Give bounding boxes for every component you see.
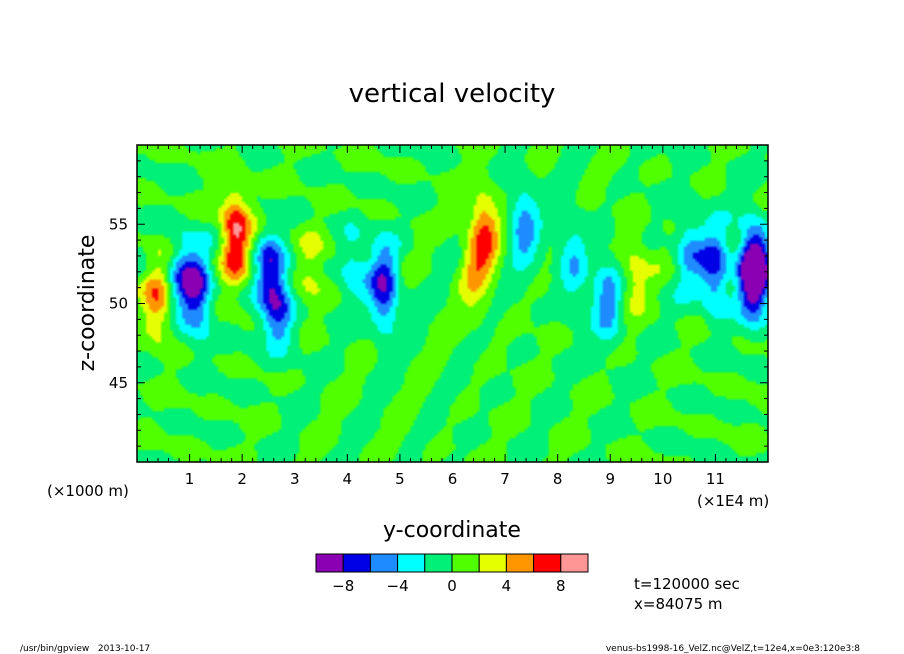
x-tick-label: 1 xyxy=(185,470,195,488)
x-tick-label: 2 xyxy=(237,470,247,488)
colorbar-label: −4 xyxy=(387,577,409,595)
x-tick-label: 4 xyxy=(343,470,353,488)
x-unit-right: (×1E4 m) xyxy=(697,492,769,510)
x-tick-label: 7 xyxy=(500,470,510,488)
colorbar-swatch xyxy=(369,553,399,573)
y-tick-label: 55 xyxy=(109,215,128,233)
colorbar-swatch xyxy=(505,553,535,573)
x-tick-label: 6 xyxy=(448,470,458,488)
colorbar-swatch xyxy=(342,553,371,573)
x-axis-ticks: 1 2 3 4 5 6 7 8 9 10 11 xyxy=(136,145,769,488)
x-axis-label: y-coordinate xyxy=(383,518,521,543)
y-tick-label: 45 xyxy=(109,374,128,392)
x-unit-left: (×1000 m) xyxy=(47,482,129,500)
time-annotation: t=120000 sec xyxy=(634,575,740,593)
x-tick-label: 5 xyxy=(395,470,405,488)
y-axis-label: z-coordinate xyxy=(75,235,100,372)
position-annotation: x=84075 m xyxy=(634,595,723,613)
colorbar-swatch xyxy=(397,553,426,573)
heatmap-field xyxy=(137,145,768,462)
y-tick-label: 50 xyxy=(109,295,128,313)
colorbar-label: 0 xyxy=(447,577,457,595)
x-tick-label: 8 xyxy=(553,470,563,488)
colorbar: −8 −4 0 4 8 xyxy=(315,553,589,595)
x-tick-label: 10 xyxy=(653,470,672,488)
x-tick-label: 3 xyxy=(290,470,300,488)
colorbar-label: −8 xyxy=(332,577,354,595)
colorbar-swatch xyxy=(533,553,562,573)
colorbar-swatch xyxy=(315,553,344,573)
footer-left: /usr/bin/gpview 2013-10-17 xyxy=(20,644,150,654)
x-tick-label: 11 xyxy=(706,470,725,488)
colorbar-label: 4 xyxy=(502,577,512,595)
colorbar-swatch xyxy=(560,553,589,573)
footer-right: venus-bs1998-16_VelZ.nc@VelZ,t=12e4,x=0e… xyxy=(606,644,860,654)
colorbar-label: 8 xyxy=(556,577,566,595)
colorbar-swatch xyxy=(451,553,480,573)
x-tick-label: 9 xyxy=(605,470,615,488)
colorbar-swatch xyxy=(478,553,507,573)
chart-title: vertical velocity xyxy=(349,79,556,109)
y-axis-ticks: 45 50 55 xyxy=(109,144,768,463)
colorbar-swatch xyxy=(424,553,453,573)
